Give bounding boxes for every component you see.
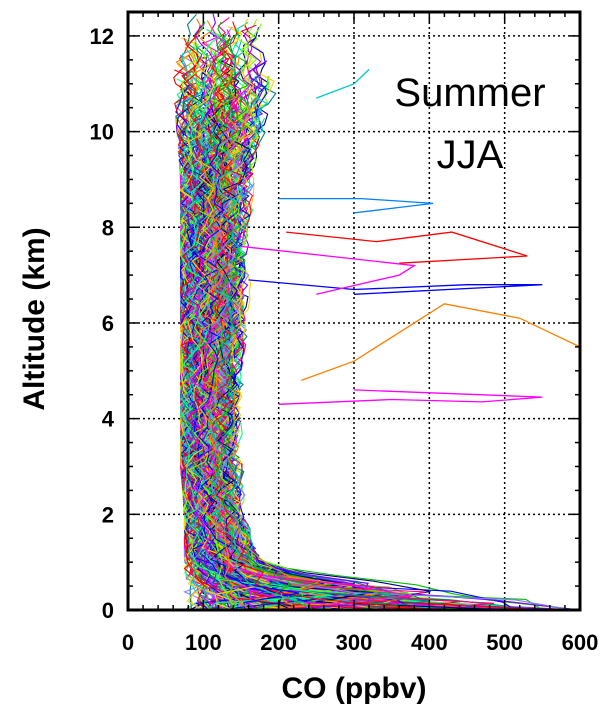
x-tick-labels: 0 100 200 300 400 500 600: [122, 630, 598, 655]
season-annotation-line1: Summer: [394, 71, 545, 115]
co-profile-line: [215, 215, 495, 610]
x-tick-label: 600: [562, 630, 599, 655]
co-profile-line: [202, 157, 571, 610]
co-profile-line: [180, 44, 523, 610]
co-profile-line: [213, 228, 430, 610]
y-axis-title: Altitude (km): [18, 227, 51, 410]
co-profile-line: [214, 104, 333, 610]
co-profile-line: [202, 116, 532, 610]
co-profile-line: [187, 218, 413, 610]
co-profile-line: [179, 39, 398, 610]
co-profile-line: [193, 157, 250, 610]
x-tick-label: 400: [411, 630, 448, 655]
co-profile-line: [180, 97, 214, 610]
x-tick-label: 300: [336, 630, 373, 655]
co-profile-line: [199, 84, 580, 610]
co-outlier-profile-line: [278, 389, 543, 405]
x-tick-label: 100: [185, 630, 222, 655]
x-tick-label: 0: [122, 630, 134, 655]
co-profile-line: [184, 193, 371, 610]
co-profile-line: [216, 217, 520, 610]
co-profile-line: [184, 222, 318, 610]
co-profile-line: [179, 139, 289, 610]
axis-ticks: [127, 11, 581, 611]
co-outlier-profile-line: [316, 68, 370, 99]
co-profile-line: [215, 109, 580, 610]
co-profile-line: [198, 33, 235, 610]
y-tick-label: 10: [90, 120, 114, 145]
y-tick-labels: 0 2 4 6 8 10 12: [90, 24, 115, 623]
co-profile-line: [207, 152, 310, 610]
co-outlier-profile-line: [278, 197, 434, 214]
co-profile-line: [180, 117, 333, 610]
co-profile-line: [219, 97, 356, 610]
co-outlier-profile-line: [286, 231, 528, 264]
x-axis-title: CO (ppbv): [282, 672, 427, 705]
co-profile-line: [201, 82, 426, 610]
y-tick-label: 12: [90, 24, 114, 49]
co-outlier-profile-line: [248, 279, 543, 295]
profiles-group: [173, 13, 580, 610]
co-profile-line: [215, 204, 316, 610]
y-tick-label: 4: [102, 407, 115, 432]
co-outlier-profile-line: [240, 245, 417, 295]
co-profile-line: [197, 123, 299, 610]
co-profile-line: [207, 111, 572, 610]
co-profile-line: [205, 120, 525, 610]
co-profile-line: [218, 169, 580, 610]
co-profile-line: [207, 105, 391, 610]
co-profile-line: [217, 117, 569, 610]
co-profile-line: [211, 63, 580, 610]
co-profile-line: [204, 133, 578, 610]
season-annotation-line2: JJA: [437, 133, 504, 177]
y-tick-label: 8: [102, 215, 114, 240]
x-tick-label: 200: [260, 630, 297, 655]
y-tick-label: 6: [102, 311, 114, 336]
x-tick-label: 500: [486, 630, 523, 655]
profile-lines: [173, 13, 580, 610]
co-profile-line: [213, 160, 574, 610]
y-tick-label: 2: [102, 502, 114, 527]
y-tick-label: 0: [102, 598, 114, 623]
co-outlier-profile-line: [301, 303, 580, 382]
